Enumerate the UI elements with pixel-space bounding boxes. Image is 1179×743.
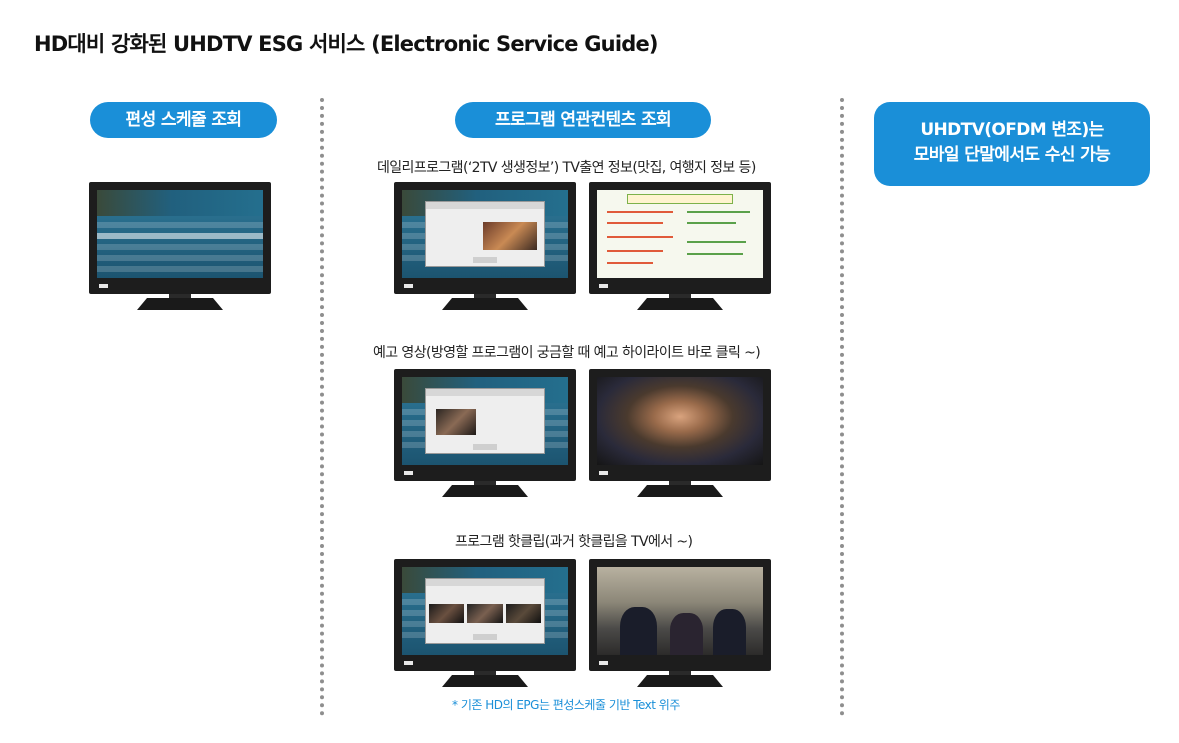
mobile-badge-line2: 모바일 단말에서도 수신 가능 — [913, 145, 1111, 165]
tv-preview-epg — [394, 369, 576, 504]
schedule-badge: 편성 스케줄 조회 — [90, 102, 277, 138]
page-title: HD대비 강화된 UHDTV ESG 서비스 (Electronic Servi… — [34, 32, 659, 56]
tv-indicator — [99, 284, 108, 288]
footnote: * 기존 HD의 EPG는 편성스케줄 기반 Text 위주 — [452, 698, 680, 712]
epg-preview-screen — [402, 377, 568, 465]
tv-daily-epg — [394, 182, 576, 317]
section-caption-preview: 예고 영상(방영할 프로그램이 궁금할 때 예고 하이라이트 바로 클릭 ~) — [373, 345, 761, 361]
related-content-badge: 프로그램 연관컨텐츠 조회 — [455, 102, 711, 138]
tv-stand — [137, 298, 223, 310]
tv-screen — [97, 190, 263, 278]
tv-daily-menu — [589, 182, 771, 317]
tv-hotclip-video — [589, 559, 771, 694]
epg-hotclip-screen — [402, 567, 568, 655]
mobile-badge-line1: UHDTV(OFDM 변조)는 — [920, 120, 1104, 140]
section-caption-hotclip: 프로그램 핫클립(과거 핫클립을 TV에서 ~) — [455, 534, 693, 550]
hotclip-video-frame — [597, 567, 763, 655]
tv-preview-video — [589, 369, 771, 504]
content-popup — [425, 200, 545, 268]
preview-video-frame — [597, 377, 763, 465]
tv-schedule — [89, 182, 271, 317]
mobile-reception-badge: UHDTV(OFDM 변조)는 모바일 단말에서도 수신 가능 — [874, 102, 1150, 186]
section-caption-daily: 데일리프로그램(‘2TV 생생정보’) TV출연 정보(맛집, 여행지 정보 등… — [377, 160, 756, 176]
preview-popup — [425, 387, 545, 455]
hotclip-popup — [425, 577, 545, 645]
restaurant-menu-screen — [597, 190, 763, 278]
tv-hotclip-epg — [394, 559, 576, 694]
column-divider-left — [320, 98, 324, 716]
epg-popup-screen — [402, 190, 568, 278]
column-divider-right — [840, 98, 844, 716]
epg-schedule-screen — [97, 190, 263, 278]
